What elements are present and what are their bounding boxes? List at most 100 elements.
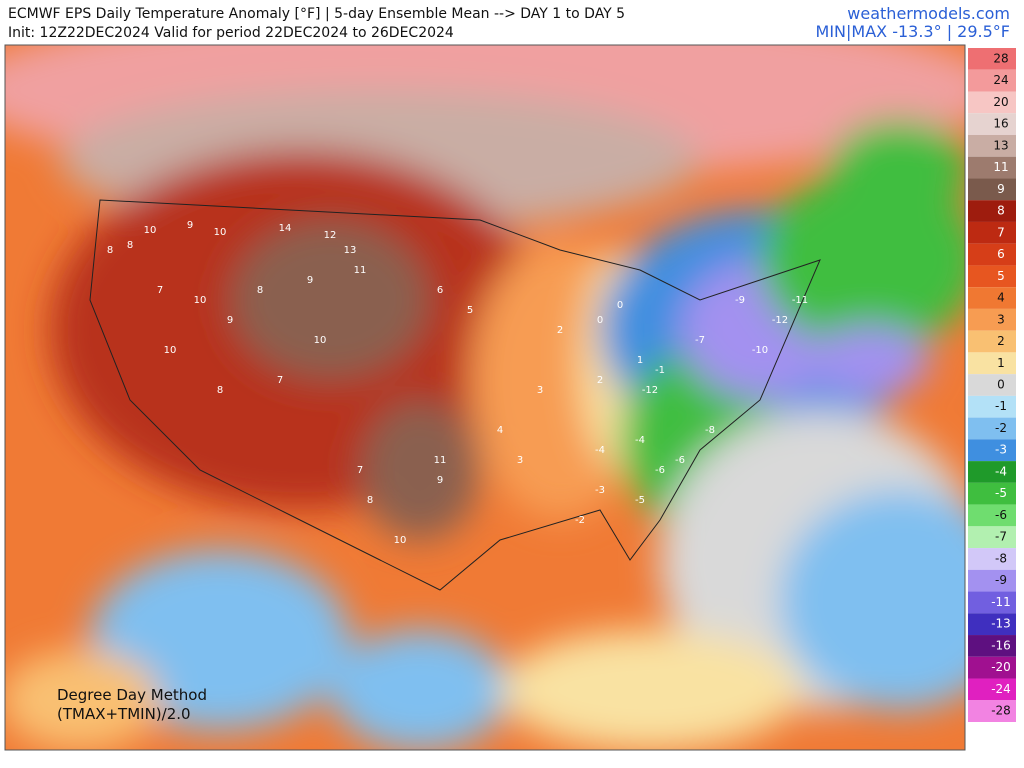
colorbar-label: -28: [991, 704, 1011, 718]
map-label: 7: [357, 465, 363, 476]
colorbar-swatch: [968, 243, 1016, 266]
colorbar-swatch: [968, 134, 1016, 157]
map-label: -7: [695, 335, 705, 346]
colorbar-label: 0: [997, 378, 1005, 392]
colorbar-label: -16: [991, 638, 1011, 652]
map-label: 10: [314, 335, 327, 346]
map-label: 8: [217, 385, 223, 396]
colorbar-swatch: [968, 635, 1016, 657]
colorbar-label: 16: [993, 117, 1008, 131]
colorbar-swatch: [968, 330, 1016, 353]
colorbar-swatch: [968, 591, 1016, 614]
colorbar-label: -13: [991, 617, 1011, 631]
map-label: 9: [307, 275, 313, 286]
map-label: -8: [705, 425, 715, 436]
colorbar-label: 9: [997, 182, 1005, 196]
colorbar-label: -4: [995, 464, 1007, 478]
map-label: 4: [497, 425, 503, 436]
map-label: -1: [655, 365, 665, 376]
colorbar-swatch: [968, 461, 1016, 483]
colorbar-label: 3: [997, 312, 1005, 326]
colorbar-swatch: [968, 613, 1016, 636]
footnote-line2: (TMAX+TMIN)/2.0: [57, 705, 191, 723]
colorbar-swatch: [968, 156, 1016, 179]
colorbar-label: 4: [997, 291, 1005, 305]
map-label: -2: [575, 515, 585, 526]
colorbar-swatch: [968, 482, 1016, 505]
colorbar-swatch: [968, 395, 1016, 418]
colorbar-swatch: [968, 678, 1016, 701]
colorbar-swatch: [968, 200, 1016, 222]
colorbar-swatch: [968, 287, 1016, 309]
colorbar-swatch: [968, 221, 1016, 244]
map-label: 10: [214, 227, 227, 238]
colorbar-label: -2: [995, 421, 1007, 435]
map-label: 10: [164, 345, 177, 356]
map-label: 2: [597, 375, 603, 386]
colorbar-swatch: [968, 417, 1016, 440]
colorbar-label: 2: [997, 334, 1005, 348]
colorbar-swatch: [968, 48, 1016, 70]
colorbar-label: 20: [993, 95, 1008, 109]
map-label: -12: [772, 315, 788, 326]
colorbar-swatch: [968, 700, 1016, 722]
subtitle: Init: 12Z22DEC2024 Valid for period 22DE…: [8, 25, 454, 41]
colorbar-swatch: [968, 113, 1016, 135]
map-label: -4: [635, 435, 645, 446]
map-label: -3: [595, 485, 605, 496]
map-label: 0: [617, 300, 623, 311]
colorbar-swatch: [968, 178, 1016, 201]
colorbar-swatch: [968, 265, 1016, 288]
colorbar-swatch: [968, 91, 1016, 114]
map-label: 0: [597, 315, 603, 326]
colorbar-label: 6: [997, 247, 1005, 261]
colorbar-label: -9: [995, 573, 1007, 587]
map-frame: [4, 44, 966, 751]
colorbar-swatch: [968, 69, 1016, 92]
colorbar-swatch: [968, 308, 1016, 331]
map-label: 6: [437, 285, 443, 296]
map-label: -11: [792, 295, 808, 306]
colorbar-label: -24: [991, 682, 1011, 696]
colorbar-swatch: [968, 526, 1016, 549]
colorbar-swatch: [968, 439, 1016, 462]
map-label: 10: [194, 295, 207, 306]
map-label: 8: [127, 240, 133, 251]
colorbar-label: 13: [993, 138, 1008, 152]
colorbar-label: -5: [995, 486, 1007, 500]
colorbar-label: 8: [997, 204, 1005, 218]
colorbar-label: 11: [993, 160, 1008, 174]
map-label: 11: [354, 265, 367, 276]
colorbar-swatch: [968, 548, 1016, 570]
map-label: -5: [635, 495, 645, 506]
map-label: 8: [367, 495, 373, 506]
map-label: 3: [537, 385, 543, 396]
min-max: MIN|MAX -13.3° | 29.5°F: [816, 22, 1010, 41]
map-label: 12: [324, 230, 337, 241]
colorbar-label: -3: [995, 443, 1007, 457]
map-label: -9: [735, 295, 745, 306]
colorbar-label: 1: [997, 356, 1005, 370]
map-label: 7: [157, 285, 163, 296]
colorbar-label: -6: [995, 508, 1007, 522]
map-label: 5: [467, 305, 473, 316]
colorbar-label: -1: [995, 399, 1007, 413]
map-label: 10: [144, 225, 157, 236]
brand: weathermodels.com: [847, 4, 1010, 23]
map-label: 8: [257, 285, 263, 296]
map-label: 11: [434, 455, 447, 466]
colorbar-label: -20: [991, 660, 1011, 674]
colorbar-swatch: [968, 656, 1016, 679]
map-label: 14: [279, 223, 292, 234]
map-label: -12: [642, 385, 658, 396]
map-label: -4: [595, 445, 605, 456]
anomaly-field: [5, 45, 965, 750]
map-label: 9: [437, 475, 443, 486]
map: [5, 45, 965, 750]
map-label: 10: [394, 535, 407, 546]
map-label: -6: [675, 455, 685, 466]
colorbar-label: 24: [993, 73, 1008, 87]
colorbar-label: -7: [995, 530, 1007, 544]
map-label: -10: [752, 345, 768, 356]
